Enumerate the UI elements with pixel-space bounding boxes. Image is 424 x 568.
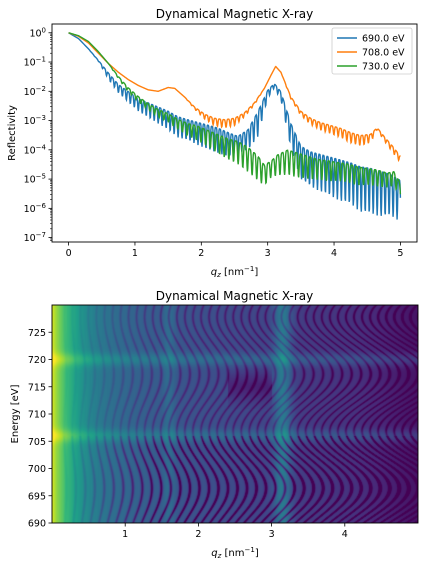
bottom-y-tick-label: 695 [28,491,46,502]
top-x-tick-label: 0 [66,248,72,259]
heatmap-canvas-holder [52,305,418,523]
top-y-axis-label: Reflectivity [7,105,18,161]
bottom-y-tick-label: 690 [28,519,46,530]
legend-label-0: 690.0 eV [362,34,405,45]
bottom-x-tick-label: 2 [195,529,201,540]
legend-label-1: 708.0 eV [362,48,405,59]
bottom-chart-title: Dynamical Magnetic X-ray [156,289,314,303]
top-x-axis-label: qz [nm−1] [211,265,259,279]
bottom-x-axis-label: qz [nm−1] [211,546,259,560]
top-y-tick-label: 10−1 [24,56,46,69]
top-y-tick-label: 10−2 [24,85,46,98]
bottom-chart: Dynamical Magnetic X-ray 1 2 3 4 690 695 700 7… [10,289,419,560]
top-chart-title: Dynamical Magnetic X-ray [156,7,314,21]
bottom-y-tick-label: 700 [28,464,46,475]
top-legend-box [331,27,413,75]
bottom-x-tick-label: 4 [342,529,348,540]
top-x-tick-label: 4 [331,248,337,259]
series-line-1 [68,32,401,163]
top-x-tick-label: 2 [198,248,204,259]
bottom-x-tick-label: 1 [122,529,128,540]
top-x-ticks: 0 1 2 3 4 5 [66,242,403,259]
top-y-tick-label: 10−6 [24,202,47,215]
bottom-y-tick-label: 710 [28,410,46,421]
top-y-tick-label: 10−5 [24,173,46,186]
bottom-y-tick-label: 720 [28,355,46,366]
top-plot-frame [51,23,418,243]
heatmap-image [52,305,418,523]
top-y-tick-label: 10−7 [24,231,46,244]
top-y-tick-label: 10−3 [24,114,46,127]
bottom-y-tick-label: 705 [28,437,46,448]
bottom-y-ticks: 690 695 700 705 710 715 720 725 [28,328,52,530]
bottom-x-tick-label: 3 [269,529,275,540]
top-x-tick-label: 1 [132,248,138,259]
top-plot-area [68,32,402,220]
bottom-y-tick-label: 725 [28,328,46,339]
top-x-tick-label: 5 [397,248,403,259]
top-y-ticks: 100 10−1 10−2 10−3 10−4 10−5 10−6 10−7 [24,26,52,244]
bottom-y-axis-label: Energy [eV] [10,384,21,443]
top-y-tick-label: 100 [29,26,46,39]
series-line-2 [68,32,402,195]
top-y-tick-label: 10−4 [24,143,47,156]
top-legend-items: 690.0 eV 708.0 eV 730.0 eV [337,34,405,73]
legend-label-2: 730.0 eV [362,62,405,73]
top-legend: 690.0 eV 708.0 eV 730.0 eV [331,27,413,75]
bottom-y-tick-label: 715 [28,382,46,393]
bottom-x-ticks: 1 2 3 4 [122,523,348,540]
top-x-tick-label: 3 [265,248,271,259]
